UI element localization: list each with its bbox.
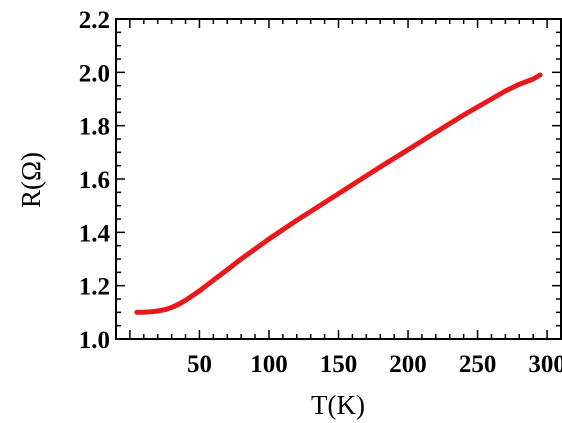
x-tick-label: 200 bbox=[389, 351, 427, 378]
y-tick-label: 2.0 bbox=[79, 60, 110, 87]
x-tick-label: 50 bbox=[187, 351, 212, 378]
y-tick-label: 1.8 bbox=[79, 114, 110, 141]
tick-marks bbox=[116, 18, 561, 340]
y-axis-label: R(Ω) bbox=[16, 152, 46, 208]
x-tick-label: 300 bbox=[528, 351, 562, 378]
y-tick-label: 1.0 bbox=[79, 327, 110, 354]
x-axis-label: T(K) bbox=[311, 390, 365, 420]
y-tick-label: 1.6 bbox=[79, 167, 110, 194]
y-tick-label: 1.2 bbox=[79, 274, 110, 301]
y-tick-label: 2.2 bbox=[79, 7, 110, 34]
x-tick-labels: 50 100 150 200 250 300 bbox=[187, 351, 562, 378]
x-tick-label: 100 bbox=[250, 351, 288, 378]
plot-frame bbox=[115, 18, 562, 340]
y-tick-labels: 1.0 1.2 1.4 1.6 1.8 2.0 2.2 bbox=[79, 7, 111, 354]
x-tick-label: 250 bbox=[459, 351, 497, 378]
x-tick-label: 150 bbox=[320, 351, 358, 378]
series-line bbox=[134, 72, 543, 315]
y-tick-label: 1.4 bbox=[79, 220, 111, 247]
